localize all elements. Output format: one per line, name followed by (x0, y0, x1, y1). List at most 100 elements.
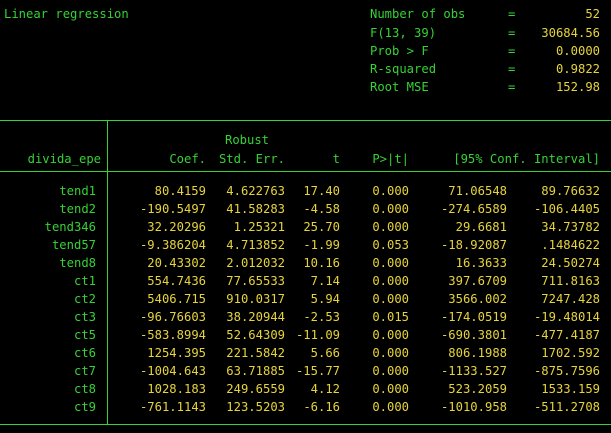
row-varname: ct2 (73, 292, 96, 306)
table-row: ct8 1028.183 249.6559 4.12 0.000 523.205… (0, 380, 611, 398)
row-coef: -190.5497 (139, 202, 206, 216)
row-p: 0.000 (372, 256, 409, 270)
row-ci-low: 3566.002 (448, 292, 507, 306)
row-p: 0.015 (372, 310, 409, 324)
row-ci-low: 16.3633 (455, 256, 507, 270)
table-row: ct2 5406.715 910.0317 5.94 0.000 3566.00… (0, 290, 611, 308)
stat-row: Number of obs = 52 (0, 5, 611, 23)
row-ci-low: -174.0519 (440, 310, 507, 324)
stat-row: Prob > F = 0.0000 (0, 42, 611, 60)
row-coef: 20.43302 (147, 256, 206, 270)
row-ci-high: 89.76632 (541, 184, 600, 198)
row-se: 4.622763 (226, 184, 285, 198)
stat-equals: = (508, 44, 516, 58)
row-ci-high: -875.7596 (533, 364, 600, 378)
stat-label: Prob > F (370, 44, 429, 58)
table-row: tend57 -9.386204 4.713852 -1.99 0.053 -1… (0, 236, 611, 254)
row-p: 0.000 (372, 328, 409, 342)
row-varname: tend2 (59, 202, 96, 216)
row-varname: ct3 (73, 310, 96, 324)
row-coef: 554.7436 (147, 274, 206, 288)
row-ci-high: -19.48014 (533, 310, 600, 324)
row-ci-low: 71.06548 (448, 184, 507, 198)
row-coef: 5406.715 (147, 292, 206, 306)
row-p: 0.000 (372, 220, 409, 234)
stat-value: 152.98 (555, 80, 600, 94)
table-vertical-rule (107, 120, 108, 425)
row-t: 4.12 (310, 382, 340, 396)
stat-label: Root MSE (370, 80, 429, 94)
row-p: 0.000 (372, 346, 409, 360)
row-se: 77.65533 (226, 274, 285, 288)
row-p: 0.000 (372, 202, 409, 216)
table-row: ct7 -1004.643 63.71885 -15.77 0.000 -113… (0, 362, 611, 380)
row-t: -15.77 (295, 364, 340, 378)
row-ci-high: 1533.159 (541, 382, 600, 396)
row-coef: -9.386204 (139, 238, 206, 252)
row-coef: 1254.395 (147, 346, 206, 360)
row-ci-low: 523.2059 (448, 382, 507, 396)
row-ci-low: -18.92087 (440, 238, 507, 252)
stat-row: Root MSE = 152.98 (0, 78, 611, 96)
stat-equals: = (508, 7, 516, 21)
stat-equals: = (508, 80, 516, 94)
row-varname: ct5 (73, 328, 96, 342)
row-t: 7.14 (310, 274, 340, 288)
row-ci-high: -106.4405 (533, 202, 600, 216)
row-varname: ct7 (73, 364, 96, 378)
robust-label: Robust (225, 133, 270, 147)
table-row: tend8 20.43302 2.012032 10.16 0.000 16.3… (0, 254, 611, 272)
table-row: ct5 -583.8994 52.64309 -11.09 0.000 -690… (0, 326, 611, 344)
row-varname: tend57 (51, 238, 96, 252)
row-t: 5.66 (310, 346, 340, 360)
row-ci-high: .1484622 (541, 238, 600, 252)
row-ci-high: -477.4187 (533, 328, 600, 342)
row-p: 0.000 (372, 400, 409, 414)
row-varname: ct9 (73, 400, 96, 414)
row-p: 0.000 (372, 382, 409, 396)
row-coef: -583.8994 (139, 328, 206, 342)
row-ci-high: 7247.428 (541, 292, 600, 306)
row-varname: tend1 (59, 184, 96, 198)
row-ci-low: 397.6709 (448, 274, 507, 288)
row-ci-high: 24.50274 (541, 256, 600, 270)
row-coef: -96.76603 (139, 310, 206, 324)
table-row: tend346 32.20296 1.25321 25.70 0.000 29.… (0, 218, 611, 236)
row-t: 5.94 (310, 292, 340, 306)
row-t: 10.16 (303, 256, 340, 270)
row-ci-high: 34.73782 (541, 220, 600, 234)
stat-equals: = (508, 62, 516, 76)
model-title: Linear regression (4, 7, 129, 21)
row-ci-low: -690.3801 (440, 328, 507, 342)
row-se: 2.012032 (226, 256, 285, 270)
row-coef: 80.4159 (154, 184, 206, 198)
row-ci-high: -511.2708 (533, 400, 600, 414)
row-ci-low: -274.6589 (440, 202, 507, 216)
stat-label: R-squared (370, 62, 437, 76)
stat-value: 52 (585, 7, 600, 21)
table-row: ct3 -96.76603 38.20944 -2.53 0.015 -174.… (0, 308, 611, 326)
row-ci-low: -1010.958 (440, 400, 507, 414)
p-header: P>|t| (372, 152, 409, 166)
row-t: -1.99 (303, 238, 340, 252)
row-t: 17.40 (303, 184, 340, 198)
table-header-rule (0, 171, 611, 172)
row-varname: ct6 (73, 346, 96, 360)
stat-label: Number of obs (370, 7, 466, 21)
coef-header: Coef. (169, 152, 206, 166)
row-varname: ct8 (73, 382, 96, 396)
table-row: tend2 -190.5497 41.58283 -4.58 0.000 -27… (0, 200, 611, 218)
row-p: 0.000 (372, 274, 409, 288)
row-se: 52.64309 (226, 328, 285, 342)
row-p: 0.000 (372, 184, 409, 198)
table-bottom-rule (0, 424, 611, 425)
stat-value: 30684.56 (541, 26, 600, 40)
stat-row: F(13, 39) = 30684.56 (0, 24, 611, 42)
row-se: 221.5842 (226, 346, 285, 360)
ci-header: [95% Conf. Interval] (453, 152, 600, 166)
table-row: ct1 554.7436 77.65533 7.14 0.000 397.670… (0, 272, 611, 290)
row-se: 63.71885 (226, 364, 285, 378)
row-p: 0.000 (372, 292, 409, 306)
row-se: 38.20944 (226, 310, 285, 324)
